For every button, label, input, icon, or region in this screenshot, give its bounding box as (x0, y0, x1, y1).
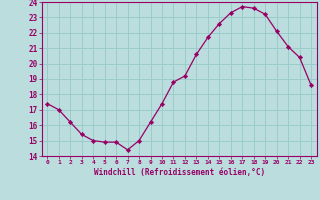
X-axis label: Windchill (Refroidissement éolien,°C): Windchill (Refroidissement éolien,°C) (94, 168, 265, 177)
